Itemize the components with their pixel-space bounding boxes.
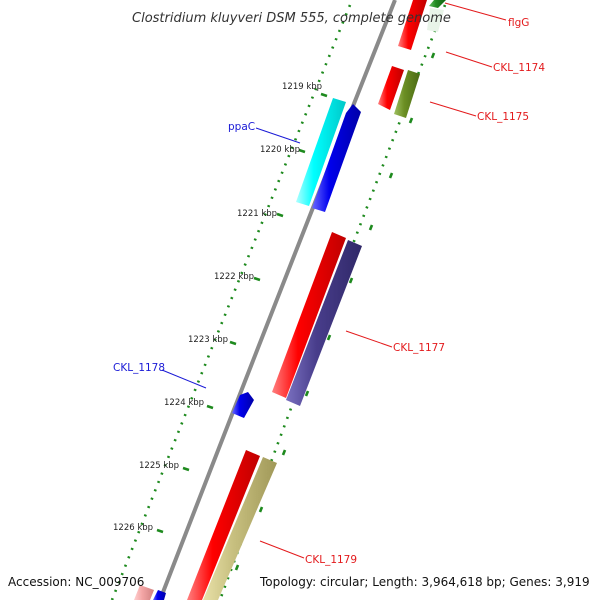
map-title: Clostridium kluyveri DSM 555, complete g…	[132, 11, 451, 26]
tick-label-1224: 1224 kbp	[164, 398, 204, 408]
gene-flgG-cog-faded	[427, 8, 444, 32]
summary-text: Topology: circular; Length: 3,964,618 bp…	[259, 575, 590, 589]
gene-partial-pink	[134, 585, 154, 600]
gene-CKL_1174-cds[interactable]	[378, 66, 404, 110]
gene-label-flgG: flgG	[508, 17, 529, 29]
tick-label-1221: 1221 kbp	[237, 209, 277, 219]
leader-lines	[161, 2, 507, 559]
accession-text: Accession: NC_009706	[8, 575, 144, 589]
gene-CKL_1179-cog[interactable]	[203, 457, 277, 600]
tick-label-1223: 1223 kbp	[188, 335, 228, 345]
gene-CKL_1175-cog[interactable]	[394, 70, 420, 118]
gene-features	[134, 0, 446, 600]
tick-label-1219: 1219 kbp	[282, 82, 322, 92]
gene-CKL_1177-cog[interactable]	[286, 240, 362, 406]
gene-label-CKL_1175: CKL_1175	[477, 111, 529, 123]
genome-backbone	[158, 0, 397, 600]
gene-label-CKL_1177: CKL_1177	[393, 342, 445, 354]
gene-flgG-cds[interactable]	[398, 0, 427, 50]
tick-marks	[156, 92, 328, 534]
gene-label-CKL_1174: CKL_1174	[493, 62, 545, 74]
tick-label-1225: 1225 kbp	[139, 461, 179, 471]
gene-label-ppaC: ppaC	[228, 121, 255, 133]
gene-ppaC-cds[interactable]	[312, 104, 361, 212]
gene-label-CKL_1178: CKL_1178	[113, 362, 165, 374]
gene-CKL_1177-cds[interactable]	[272, 232, 346, 398]
dotted-track-outer	[110, 4, 352, 600]
inner-track-dashes	[234, 14, 442, 571]
gene-ppaC-cog[interactable]	[296, 98, 346, 206]
gene-CKL_1178-cds[interactable]	[232, 392, 254, 418]
gene-flgG-cog[interactable]	[429, 0, 446, 8]
gene-partial-blue	[153, 590, 166, 600]
tick-label-1226: 1226 kbp	[113, 523, 153, 533]
gene-CKL_1179-cds[interactable]	[187, 450, 260, 600]
gene-label-CKL_1179: CKL_1179	[305, 554, 357, 566]
tick-label-1220: 1220 kbp	[260, 145, 300, 155]
tick-label-1222: 1222 kbp	[214, 272, 254, 282]
